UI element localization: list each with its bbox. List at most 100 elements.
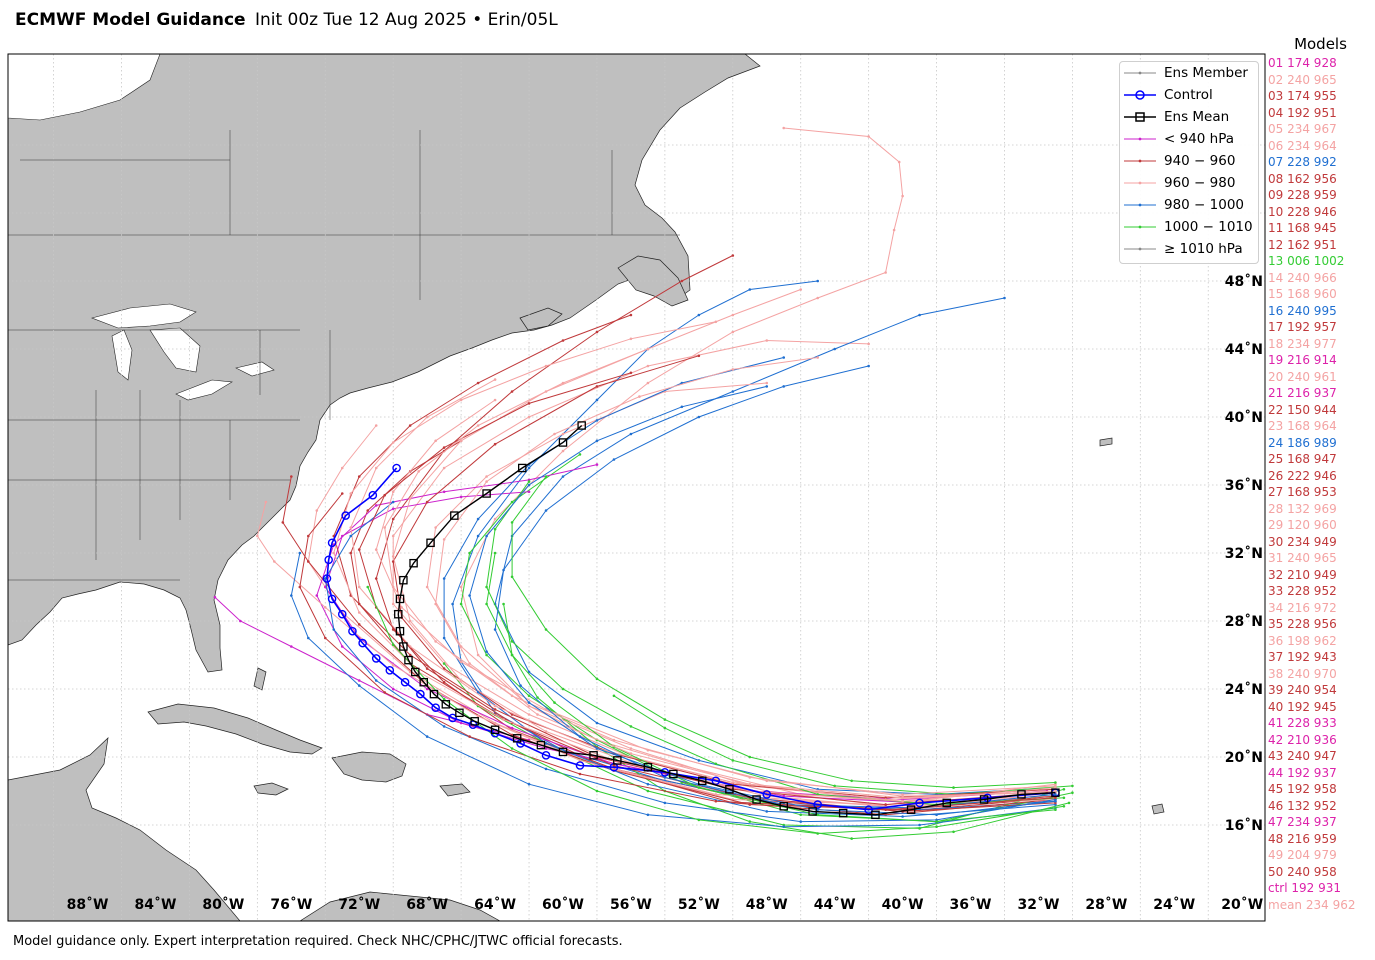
model-row[interactable]: 18 234 977 [1268,336,1337,351]
model-row[interactable]: 17 192 957 [1268,320,1337,334]
model-row[interactable]: 30 234 949 [1268,534,1337,549]
model-row[interactable]: 20 240 961 [1268,369,1337,384]
model-row[interactable]: 49 204 979 [1268,848,1337,862]
model-row[interactable]: 37 192 943 [1268,650,1337,664]
model-row[interactable]: 16 240 995 [1268,303,1337,318]
model-row[interactable]: 41 228 933 [1268,716,1337,730]
model-row[interactable]: 21 216 937 [1268,386,1337,400]
980-1000-swatch [1124,203,1156,207]
legend-item-lt940[interactable]: < 940 hPa [1124,129,1234,149]
member-point [459,398,463,402]
member-point [765,339,769,342]
model-row[interactable]: 04 192 951 [1268,105,1337,120]
member-point [544,509,548,512]
model-row[interactable]: ctrl 192 931 [1268,881,1342,895]
legend-item-980-1000[interactable]: 980 − 1000 [1124,195,1244,215]
member-point [349,526,353,529]
model-row[interactable]: 29 120 960 [1268,518,1337,532]
model-row[interactable]: 39 240 954 [1268,683,1337,697]
model-row[interactable]: 46 132 952 [1268,798,1337,813]
model-row[interactable]: 08 162 956 [1268,171,1337,186]
member-point [697,313,701,317]
legend-item-940-960[interactable]: 940 − 960 [1124,151,1235,171]
member-point [629,337,633,341]
cape-verde [1151,803,1165,815]
model-row[interactable]: 33 228 952 [1268,584,1337,598]
model-row[interactable]: 44 192 937 [1268,765,1337,780]
member-point [323,577,327,580]
model-row[interactable]: 09 228 959 [1268,188,1337,202]
member-point [349,551,353,555]
member-point [1054,808,1057,811]
control-point [385,666,395,675]
member-point [833,347,836,351]
model-row[interactable]: 38 240 970 [1268,666,1337,681]
model-row[interactable]: 50 240 958 [1268,864,1337,879]
model-row[interactable]: 24 186 989 [1268,435,1337,450]
model-row[interactable]: 32 210 949 [1268,567,1337,582]
legend-item-ge1010[interactable]: ≥ 1010 hPa [1124,239,1243,259]
model-row[interactable]: 28 132 969 [1268,501,1337,516]
member-point [748,803,752,806]
model-row[interactable]: 47 234 937 [1268,815,1337,829]
model-row[interactable]: 01 174 928 [1268,56,1337,70]
model-row[interactable]: 31 240 965 [1268,551,1337,565]
member-point [1054,799,1057,803]
model-row[interactable]: 48 216 959 [1268,831,1337,846]
lat-label: 16˚N [1225,817,1263,834]
model-row[interactable]: 19 216 914 [1268,353,1337,367]
member-point [714,762,718,766]
member-point [765,385,769,388]
lt940-swatch [1124,137,1156,141]
model-row[interactable]: 13 006 1002 [1268,254,1345,268]
member-point [391,441,395,444]
model-row[interactable]: 06 234 964 [1268,138,1337,153]
legend-item-control[interactable]: Control [1124,85,1213,105]
model-row[interactable]: mean 234 962 [1268,897,1356,912]
member-point [349,492,353,495]
model-row[interactable]: 22 150 944 [1268,402,1337,417]
model-row[interactable]: 40 192 945 [1268,699,1337,714]
model-row[interactable]: 34 216 972 [1268,600,1337,615]
models-panel: Models 01 174 928 02 240 965 03 174 955 04 … [1268,34,1373,913]
control-point [337,609,347,619]
model-row[interactable]: 11 168 945 [1268,221,1337,235]
model-row[interactable]: 43 240 947 [1268,749,1337,763]
model-row[interactable]: 03 174 955 [1268,89,1337,103]
legend-item-ens-member[interactable]: Ens Member [1124,63,1248,83]
model-row[interactable]: 05 234 967 [1268,122,1337,136]
model-row[interactable]: 07 228 992 [1268,155,1337,169]
member-point [952,786,955,789]
model-row[interactable]: 35 228 956 [1268,617,1337,631]
model-row[interactable]: 15 168 960 [1268,287,1337,301]
member-point [544,364,548,368]
model-row[interactable]: 26 222 946 [1268,468,1337,483]
model-row[interactable]: 14 240 966 [1268,270,1337,285]
member-point [459,495,463,499]
member-point [442,680,446,684]
model-row[interactable]: 36 198 962 [1268,633,1337,648]
legend-item-1000-1010[interactable]: 1000 − 1010 [1124,217,1253,237]
member-point [374,466,378,470]
member-point [731,313,735,317]
model-row[interactable]: 27 168 953 [1268,485,1337,499]
member-point [1062,796,1066,800]
control-point [348,626,357,636]
legend-item-960-980[interactable]: 960 − 980 [1124,173,1235,193]
member-point [697,415,701,419]
member-point [867,342,870,346]
chart-header: ECMWF Model Guidance Init 00z Tue 12 Aug… [15,10,558,36]
model-row[interactable]: 02 240 965 [1268,72,1337,87]
member-point [816,296,819,300]
model-row[interactable]: 45 192 958 [1268,782,1337,796]
member-point [527,701,531,704]
model-row[interactable]: 25 168 947 [1268,452,1337,466]
model-row[interactable]: 12 162 951 [1268,237,1337,252]
member-point [884,808,887,811]
legend-item-ens-mean[interactable]: Ens Mean [1124,107,1229,127]
member-point [935,825,938,828]
model-row[interactable]: 23 168 964 [1268,419,1337,433]
model-row[interactable]: 10 228 946 [1268,204,1337,219]
model-row[interactable]: 42 210 936 [1268,732,1337,747]
